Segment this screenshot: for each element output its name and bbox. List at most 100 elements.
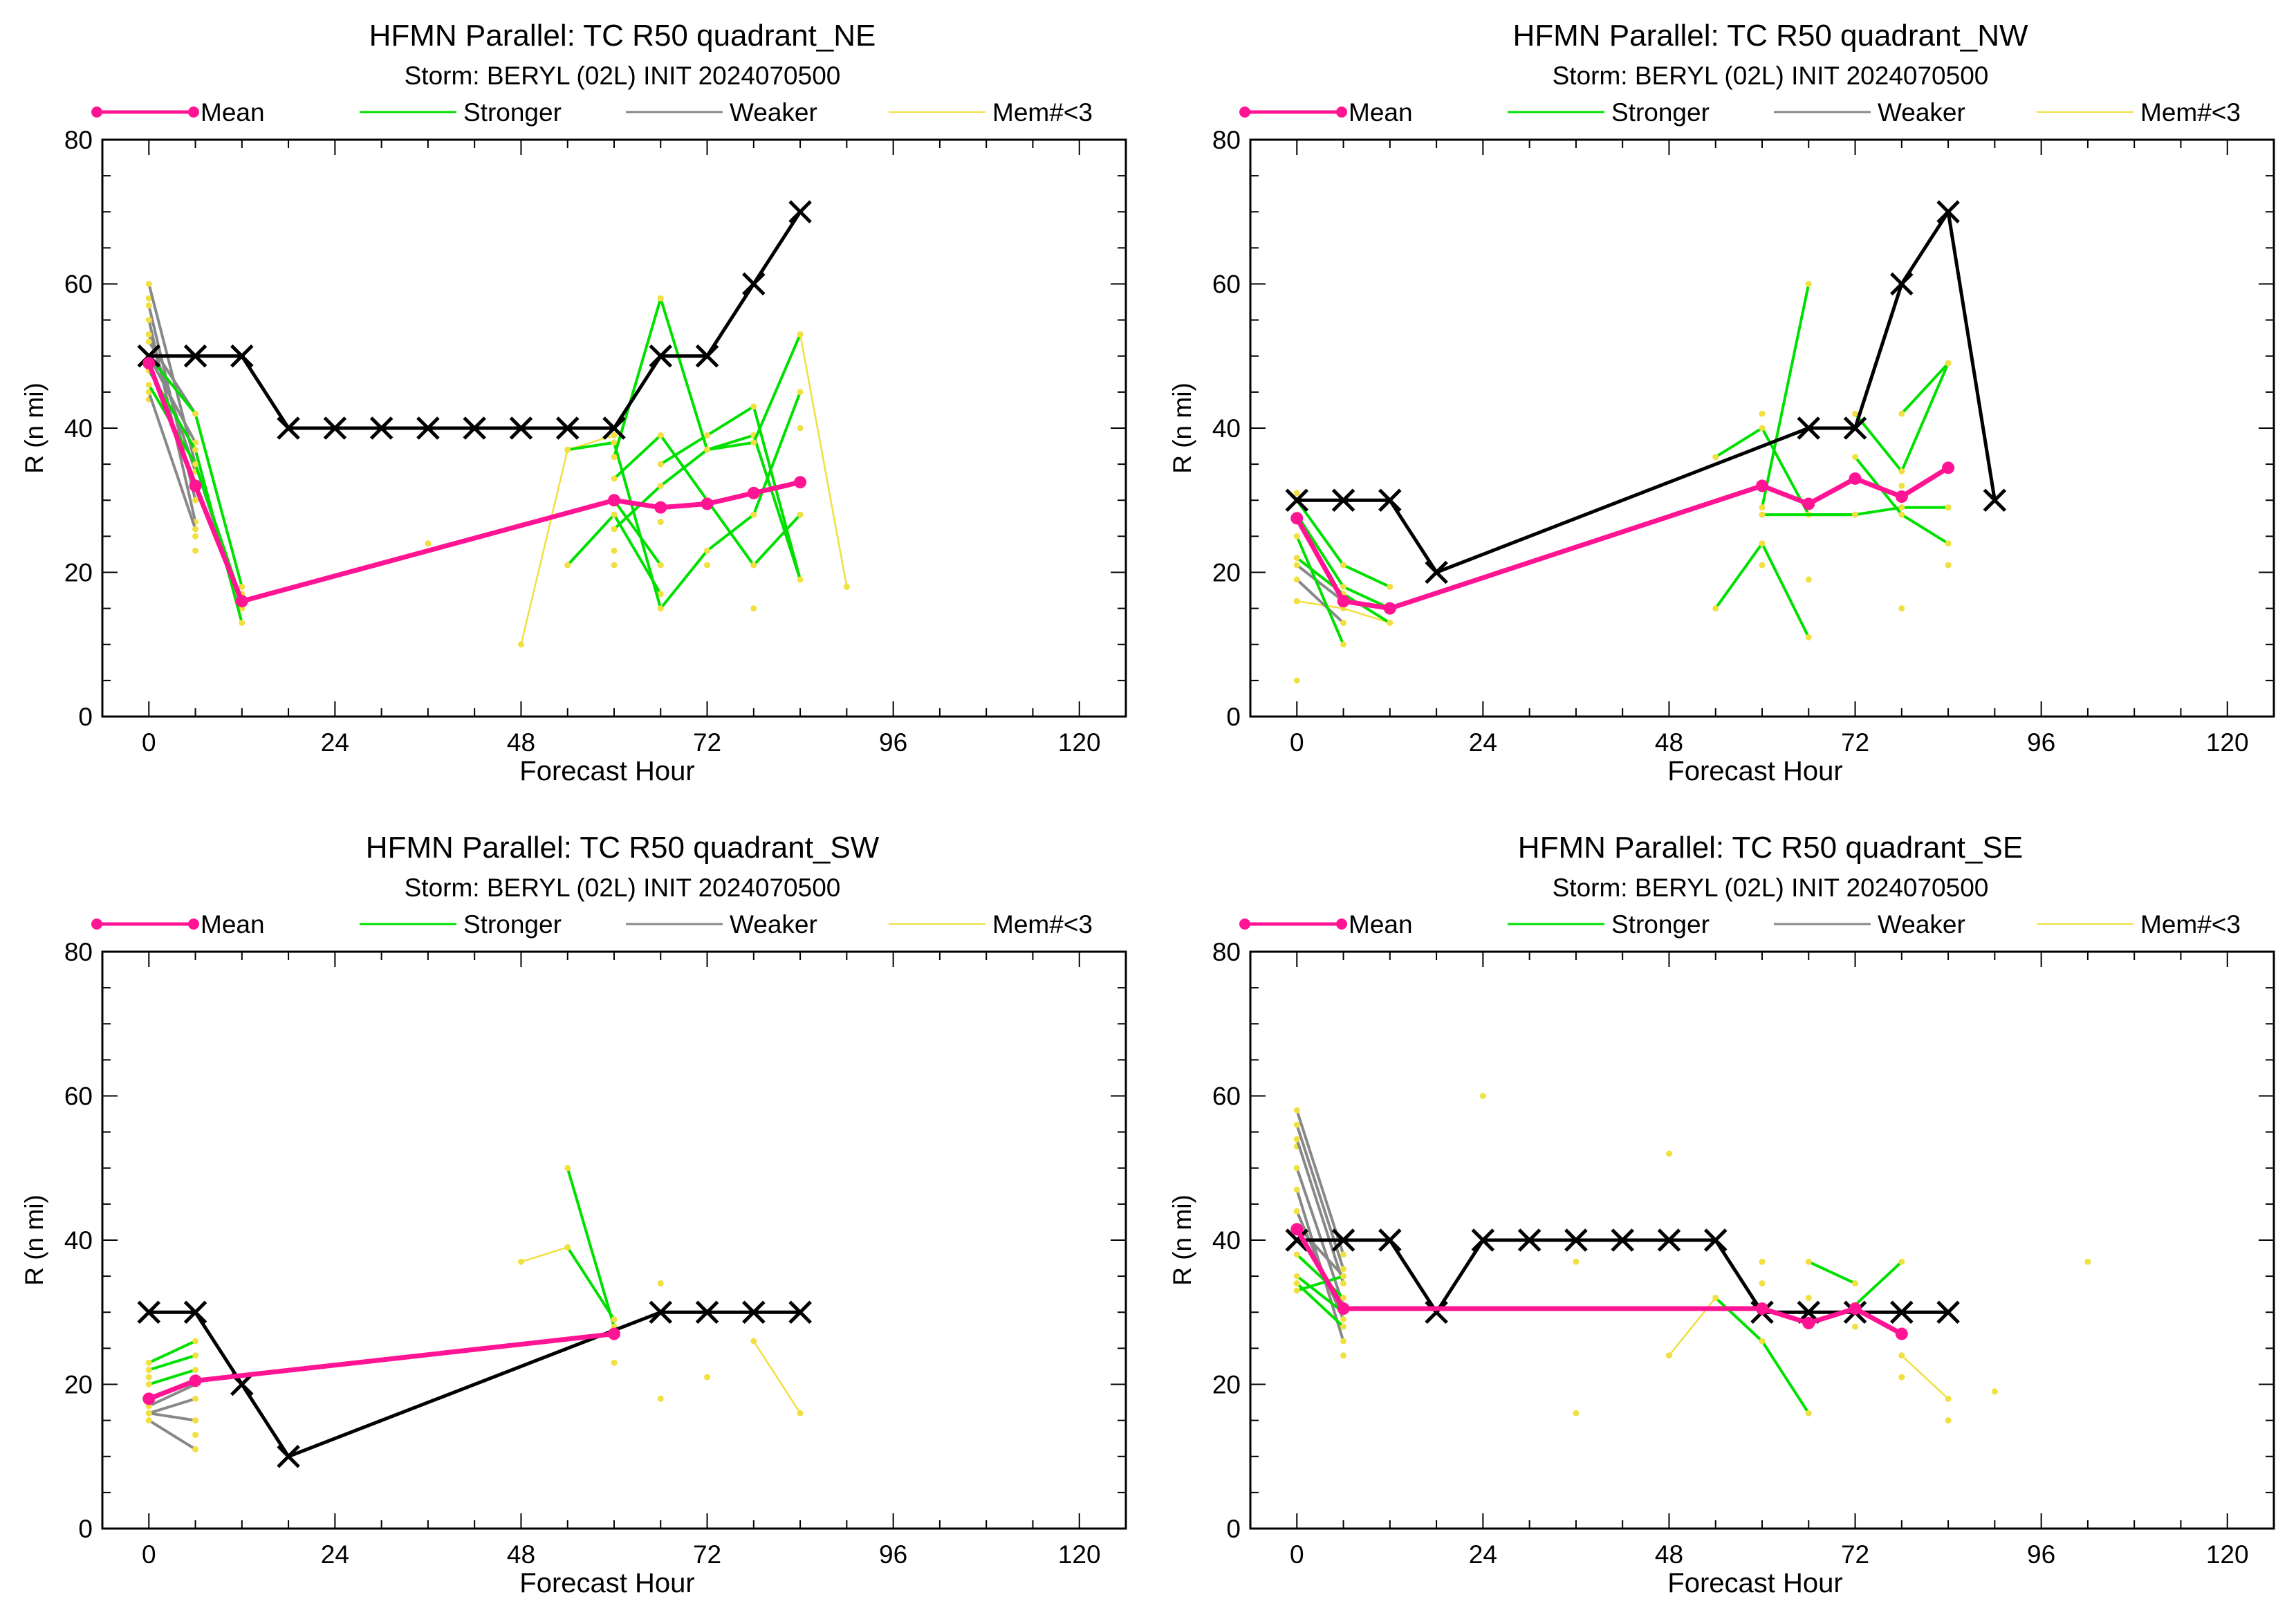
member-point <box>145 281 152 287</box>
legend-label-stronger: Stronger <box>463 910 562 939</box>
official-marker-stroke <box>230 1372 254 1396</box>
official-marker-stroke <box>416 416 440 440</box>
official-forecast-marker <box>1936 200 1960 224</box>
mem-lt3-point <box>1945 562 1952 569</box>
x-axis-label: Forecast Hour <box>519 1568 694 1598</box>
mean-point <box>1895 1327 1908 1340</box>
y-tick-label: 80 <box>64 938 93 966</box>
chart-subtitle: Storm: BERYL (02L) INIT 2024070500 <box>1553 62 1989 90</box>
official-marker-stroke <box>1657 1228 1681 1252</box>
mean-point <box>189 1374 202 1387</box>
x-tick-label: 72 <box>1841 1540 1869 1569</box>
x-axis-label: Forecast Hour <box>1667 1568 1842 1598</box>
official-marker-stroke <box>137 344 161 368</box>
official-forecast-marker <box>1285 1228 1309 1252</box>
legend-item-mean: Mean <box>1239 98 1413 127</box>
member-point <box>192 497 199 504</box>
mem-lt3-point <box>145 295 152 302</box>
stronger-member-line <box>148 1340 196 1365</box>
official-forecast-marker <box>137 344 161 368</box>
member-point <box>192 526 199 533</box>
member-point <box>704 547 711 554</box>
official-forecast-marker <box>1331 488 1355 513</box>
member-point <box>1293 1136 1300 1143</box>
legend-label-weaker: Weaker <box>730 910 817 939</box>
official-marker-stroke <box>1378 1228 1402 1252</box>
mem-lt3-point <box>1898 605 1905 612</box>
mem-lt3-point <box>1991 1388 1998 1395</box>
member-point <box>704 446 711 453</box>
x-tick-label: 0 <box>1290 1540 1304 1569</box>
member-point <box>564 562 571 569</box>
member-point <box>1712 1294 1719 1301</box>
member-point <box>1898 511 1905 518</box>
member-point <box>1805 1410 1812 1417</box>
legend-label-weaker: Weaker <box>730 98 817 127</box>
member-point <box>1759 1338 1766 1345</box>
official-forecast-marker <box>555 416 580 440</box>
x-axis-label: Forecast Hour <box>1667 756 1842 786</box>
official-forecast-marker <box>649 344 673 368</box>
member-point <box>1340 1316 1347 1323</box>
x-tick-label: 72 <box>693 1540 721 1569</box>
mean-point <box>1849 1302 1862 1316</box>
member-point <box>657 591 664 598</box>
legend-label-mem_lt3: Mem#<3 <box>992 98 1093 127</box>
official-marker-stroke <box>369 416 394 440</box>
official-marker-stroke <box>463 416 486 440</box>
mem-lt3-point <box>1665 1150 1672 1157</box>
official-forecast-marker <box>1564 1228 1588 1252</box>
weaker-member-line <box>1296 564 1344 602</box>
official-forecast-marker <box>1331 1228 1355 1252</box>
y-tick-label: 60 <box>1212 270 1241 299</box>
stronger-member-line <box>1714 427 1855 517</box>
mem-lt3-point <box>843 583 850 590</box>
official-forecast-marker <box>1611 1228 1634 1252</box>
mem-lt3-point <box>704 1374 711 1381</box>
member-point <box>1852 410 1859 417</box>
official-forecast-marker <box>695 344 719 368</box>
mem-lt3-point <box>1945 1417 1952 1424</box>
official-forecast-line <box>1297 1238 1949 1314</box>
member-point <box>611 511 618 518</box>
mean-point <box>1802 1316 1815 1329</box>
member-point <box>1293 576 1300 583</box>
official-marker-stroke <box>230 344 254 368</box>
stronger-member-line <box>148 1368 196 1386</box>
x-tick-label: 120 <box>2206 1540 2249 1569</box>
mem-lt3-point <box>1898 1374 1905 1381</box>
legend-item-mean: Mean <box>91 98 265 127</box>
official-forecast-marker <box>1843 416 1867 440</box>
stronger-member-line <box>566 1168 615 1327</box>
mem-lt3-point <box>1945 1395 1952 1402</box>
weaker-member-line <box>1295 578 1344 624</box>
legend-swatch-dot <box>91 919 102 930</box>
official-marker-stroke <box>1285 1228 1309 1252</box>
x-tick-label: 48 <box>507 728 535 757</box>
member-point <box>611 454 618 461</box>
official-marker-stroke <box>1331 1228 1355 1252</box>
mem-lt3-point <box>750 1338 757 1345</box>
official-marker-stroke <box>1285 488 1309 513</box>
member-point <box>1852 1280 1859 1287</box>
legend-item-weaker: Weaker <box>626 910 817 939</box>
member-point <box>1945 540 1952 547</box>
official-marker-stroke <box>788 200 812 224</box>
mean-point <box>1895 490 1908 504</box>
member-point <box>797 331 804 338</box>
official-marker-stroke <box>1471 1228 1495 1252</box>
chart-title: HFMN Parallel: TC R50 quadrant_SE <box>1518 831 2023 865</box>
member-point <box>1293 1165 1300 1172</box>
member-point <box>145 1359 152 1366</box>
member-point <box>192 1417 199 1424</box>
official-marker-stroke <box>1611 1228 1634 1252</box>
stronger-member-line <box>613 499 662 566</box>
legend-label-weaker: Weaker <box>1878 98 1965 127</box>
mem-lt3-line <box>752 1340 802 1414</box>
member-point <box>1293 1121 1300 1128</box>
y-tick-label: 60 <box>64 1082 93 1111</box>
x-tick-label: 120 <box>2206 728 2249 757</box>
official-forecast-marker <box>742 1300 766 1325</box>
official-forecast-marker <box>602 416 626 440</box>
mem-lt3-point <box>750 605 757 612</box>
